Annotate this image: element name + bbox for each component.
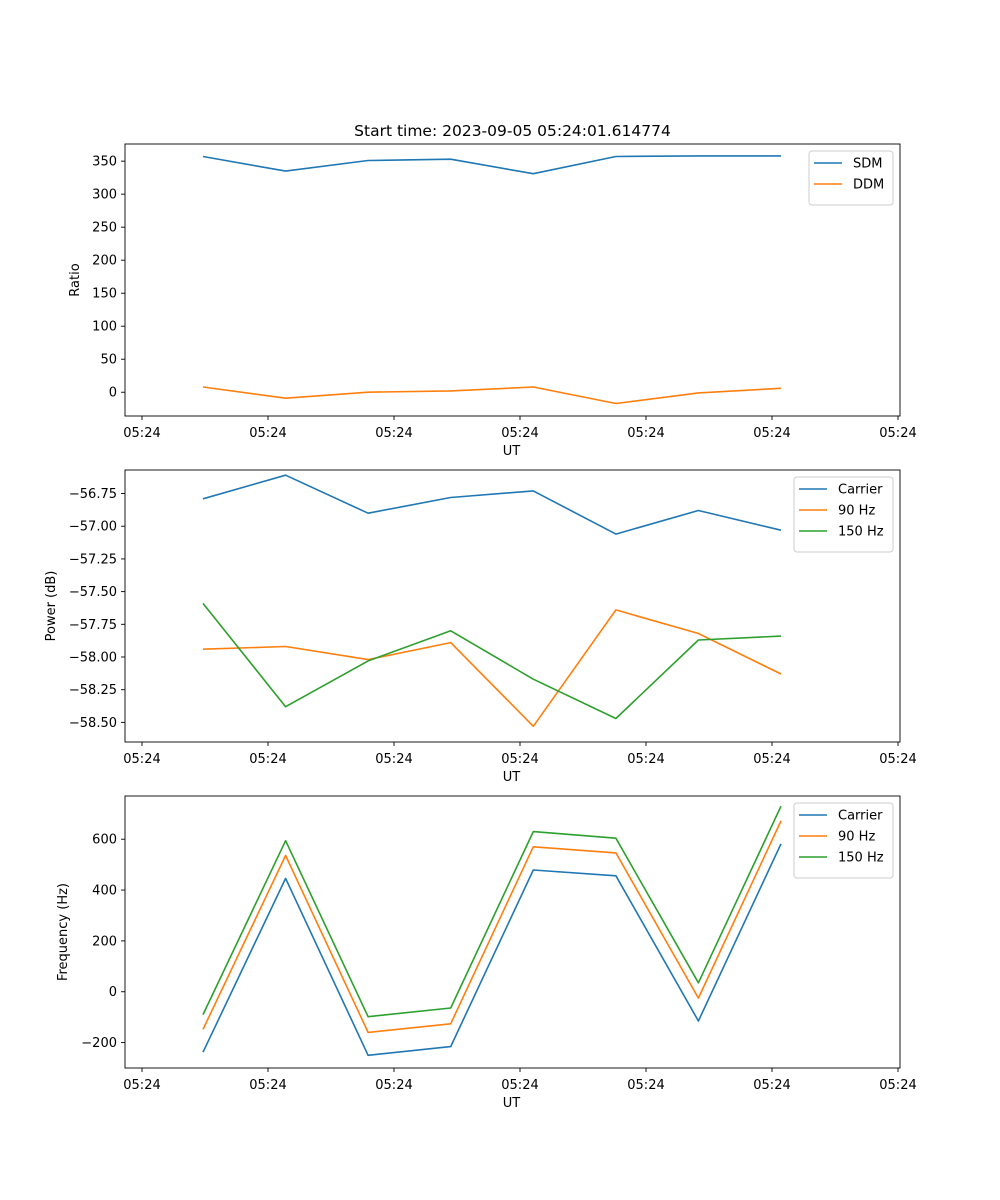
legend: Carrier 90 Hz 150 Hz (793, 802, 894, 879)
chart-panel-2: −58.50 −58.25 −58.00 −57.75 −57.50 −57.25 −57.… (44, 469, 917, 785)
y-axis-label: Frequency (Hz) (56, 883, 71, 981)
x-tick-label: 05:24 (627, 1078, 664, 1093)
series-line-90-hz (202, 609, 782, 728)
chart-panel-3: −200 0 200 400 600 05:24 05:24 05:24 05:24 05:24 0… (56, 795, 917, 1111)
legend: Carrier 90 Hz 150 Hz (793, 476, 894, 553)
legend-label: 90 Hz (838, 830, 875, 845)
legend-label: 150 Hz (838, 525, 884, 540)
series-line-sdm (202, 155, 781, 175)
legend-box (793, 476, 894, 553)
series-line-150-hz (202, 805, 782, 1018)
y-tick-label: 250 (92, 221, 117, 236)
x-tick-label: 05:24 (249, 1078, 286, 1093)
legend-label: 150 Hz (838, 851, 884, 866)
x-tick-label: 05:24 (501, 1078, 538, 1093)
x-tick-label: 05:24 (375, 426, 412, 441)
x-tick-label: 05:24 (753, 1078, 790, 1093)
y-tick-label: −57.75 (69, 618, 117, 633)
y-tick-label: 0 (109, 985, 117, 1000)
y-tick-label: −57.00 (69, 520, 117, 535)
x-tick-label: 05:24 (249, 752, 286, 767)
y-tick-label: −200 (81, 1036, 117, 1051)
y-tick-label: −58.25 (69, 683, 117, 698)
y-tick-label: −58.50 (69, 716, 117, 731)
series-line-150-hz (202, 602, 782, 720)
x-tick-label: 05:24 (627, 752, 664, 767)
y-tick-label: −56.75 (69, 487, 117, 502)
x-axis-label: UT (503, 1096, 521, 1111)
legend-box (793, 802, 894, 879)
plot-frame (124, 469, 901, 743)
y-tick-label: 300 (92, 188, 117, 203)
x-tick-label: 05:24 (879, 752, 916, 767)
y-tick-label: 350 (92, 155, 117, 170)
x-tick-label: 05:24 (375, 1078, 412, 1093)
y-tick-label: 0 (109, 386, 117, 401)
x-tick-label: 05:24 (501, 426, 538, 441)
y-tick-label: 600 (92, 833, 117, 848)
chart-panel-1: 0 50 100 150 200 250 300 350 05:24 05:24 05:24 05:2… (68, 122, 917, 459)
y-axis-label: Ratio (68, 263, 83, 296)
legend-label: DDM (853, 178, 884, 193)
y-axis-label: Power (dB) (44, 571, 59, 642)
series-line-90-hz (202, 820, 782, 1034)
chart-title: Start time: 2023-09-05 05:24:01.614774 (354, 122, 671, 140)
x-tick-label: 05:24 (123, 1078, 160, 1093)
y-tick-label: −57.50 (69, 585, 117, 600)
legend-box (808, 150, 894, 206)
x-tick-label: 05:24 (123, 752, 160, 767)
y-tick-label: 100 (92, 320, 117, 335)
x-tick-label: 05:24 (627, 426, 664, 441)
y-tick-label: 150 (92, 287, 117, 302)
x-tick-label: 05:24 (879, 426, 916, 441)
x-tick-label: 05:24 (249, 426, 286, 441)
y-tick-label: 400 (92, 884, 117, 899)
x-tick-label: 05:24 (501, 752, 538, 767)
x-tick-label: 05:24 (123, 426, 160, 441)
plot-frame (124, 143, 901, 417)
y-tick-label: −58.00 (69, 651, 117, 666)
x-axis-label: UT (503, 770, 521, 785)
x-axis-label: UT (503, 444, 521, 459)
y-tick-label: 50 (100, 353, 117, 368)
x-tick-label: 05:24 (879, 1078, 916, 1093)
series-line-carrier (202, 474, 782, 535)
y-tick-label: 200 (92, 254, 117, 269)
legend-label: Carrier (838, 483, 883, 498)
series-line-ddm (202, 386, 782, 405)
series-line-carrier (202, 843, 782, 1057)
x-tick-label: 05:24 (753, 752, 790, 767)
legend: SDM DDM (808, 150, 894, 206)
legend-label: 90 Hz (838, 504, 875, 519)
legend-label: Carrier (838, 809, 883, 824)
plot-frame (124, 795, 901, 1069)
x-tick-label: 05:24 (753, 426, 790, 441)
y-tick-label: 200 (92, 934, 117, 949)
x-tick-label: 05:24 (375, 752, 412, 767)
legend-label: SDM (853, 157, 882, 172)
y-tick-label: −57.25 (69, 552, 117, 567)
